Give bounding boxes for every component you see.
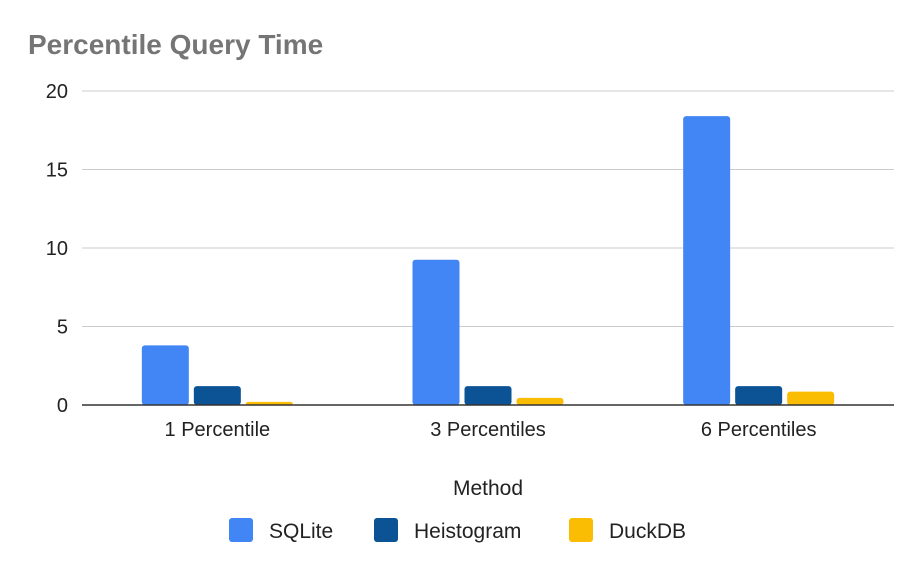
y-tick-label: 15	[46, 160, 68, 182]
legend-label-sqlite: SQLite	[269, 520, 333, 543]
legend-label-heistogram: Heistogram	[414, 520, 521, 543]
grid-lines	[82, 90, 894, 327]
y-axis-ticks: 0 5 10 15 20	[46, 81, 68, 417]
bar-duckdb-1	[245, 401, 293, 405]
bars	[141, 116, 835, 406]
legend-swatch-duckdb	[569, 518, 593, 542]
legend-swatch-sqlite	[229, 518, 253, 542]
bar-heistogram-2	[464, 386, 512, 405]
legend: SQLite Heistogram DuckDB	[229, 518, 686, 543]
x-tick-label: 3 Percentiles	[430, 419, 546, 441]
bar-duckdb-3	[787, 391, 835, 405]
legend-swatch-heistogram	[374, 518, 398, 542]
y-tick-label: 20	[46, 81, 68, 103]
x-tick-label: 1 Percentile	[165, 419, 271, 441]
chart-title: Percentile Query Time	[28, 29, 323, 60]
x-axis-ticks: 1 Percentile 3 Percentiles 6 Percentiles	[165, 419, 817, 441]
bar-sqlite-3	[683, 116, 731, 406]
legend-label-duckdb: DuckDB	[609, 520, 686, 543]
bar-sqlite-2	[412, 259, 460, 405]
bar-heistogram-1	[193, 386, 241, 405]
y-tick-label: 5	[57, 317, 68, 339]
bar-sqlite-1	[141, 345, 189, 405]
bar-heistogram-3	[735, 386, 783, 405]
bar-duckdb-2	[516, 397, 564, 405]
y-tick-label: 0	[57, 395, 68, 417]
x-axis-label: Method	[453, 477, 523, 500]
y-tick-label: 10	[46, 238, 68, 260]
x-tick-label: 6 Percentiles	[701, 419, 817, 441]
